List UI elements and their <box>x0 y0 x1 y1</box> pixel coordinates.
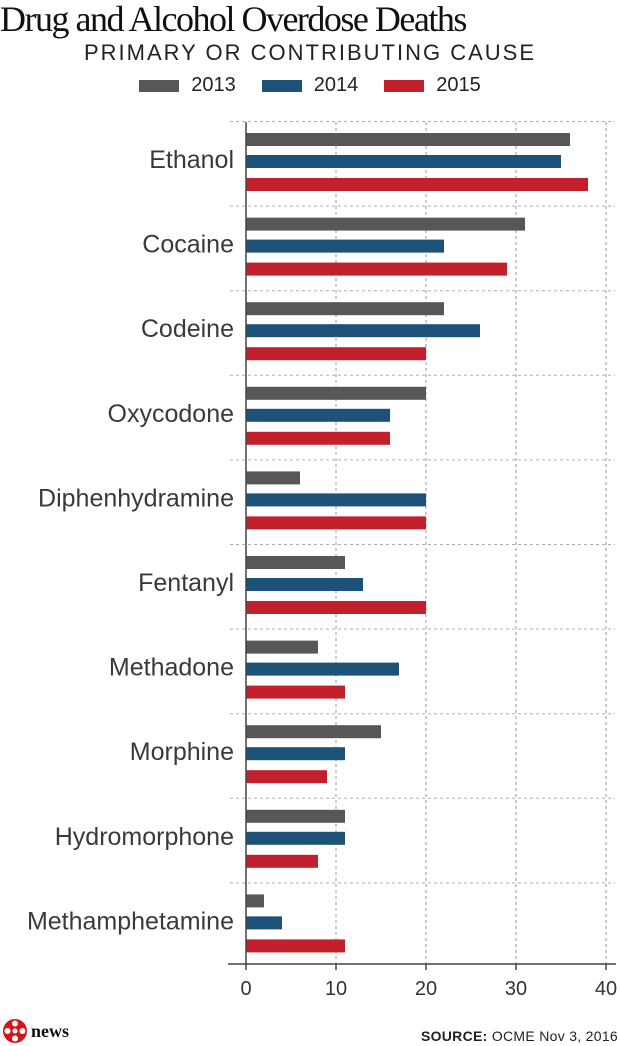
category-label-morphine: Morphine <box>130 738 234 766</box>
x-tick-label-40: 40 <box>595 978 617 1000</box>
bar-codeine-2015 <box>246 347 426 361</box>
bar-diphenhydramine-2013 <box>246 471 300 485</box>
bar-chart: Ethanol Cocaine Codeine Oxycodone Diphenhydr… <box>27 121 617 1000</box>
bar-morphine-2013 <box>246 725 381 739</box>
legend-item-2013: 2013 <box>139 74 236 97</box>
bar-methadone-2015 <box>246 685 345 699</box>
x-axis: 0 10 20 30 40 <box>228 122 617 1000</box>
bar-methamphetamine-2015 <box>246 939 345 953</box>
category-label-hydromorphone: Hydromorphone <box>55 823 234 851</box>
category-label-fentanyl: Fentanyl <box>138 569 234 597</box>
source-label: SOURCE: <box>420 1028 488 1044</box>
legend-label-2015: 2015 <box>436 74 481 96</box>
bar-oxycodone-2014 <box>246 408 390 422</box>
legend-item-2015: 2015 <box>384 74 481 97</box>
bar-diphenhydramine-2015 <box>246 516 426 530</box>
category-label-diphenhydramine: Diphenhydramine <box>38 484 234 512</box>
legend-swatch-2013 <box>139 79 180 92</box>
bar-codeine-2013 <box>246 302 444 316</box>
bar-morphine-2015 <box>246 770 327 784</box>
bar-diphenhydramine-2014 <box>246 493 426 507</box>
bar-hydromorphone-2015 <box>246 854 318 868</box>
category-label-codeine: Codeine <box>141 315 234 343</box>
cbc-gem-icon <box>3 1019 27 1043</box>
bar-fentanyl-2014 <box>246 578 363 591</box>
category-labels: Ethanol Cocaine Codeine Oxycodone Diphenhydr… <box>27 146 234 935</box>
source-text: OCME Nov 3, 2016 <box>491 1028 618 1044</box>
x-tick-label-0: 0 <box>240 978 251 1000</box>
legend-item-2014: 2014 <box>261 74 359 97</box>
bar-cocaine-2015 <box>246 262 507 276</box>
bar-oxycodone-2015 <box>246 431 390 445</box>
bar-hydromorphone-2013 <box>246 809 345 823</box>
bar-methamphetamine-2014 <box>246 916 282 930</box>
bar-fentanyl-2015 <box>246 601 426 614</box>
x-tick-label-30: 30 <box>505 978 527 1000</box>
x-tick-label-10: 10 <box>325 978 347 1000</box>
bar-cocaine-2014 <box>246 239 444 253</box>
grid-lines <box>230 121 615 964</box>
legend: 2013 2014 2015 <box>0 74 620 97</box>
bar-methadone-2013 <box>246 640 318 654</box>
source-note: SOURCE: OCME Nov 3, 2016 <box>421 1028 618 1044</box>
category-label-methamphetamine: Methamphetamine <box>27 907 234 935</box>
logo-text: news <box>31 1020 70 1041</box>
legend-label-2014: 2014 <box>313 74 359 96</box>
cbc-news-logo: news <box>2 1018 69 1044</box>
bar-ethanol-2014 <box>246 155 561 168</box>
bars <box>246 133 588 953</box>
chart-subtitle: PRIMARY OR CONTRIBUTING CAUSE <box>83 40 536 65</box>
bar-fentanyl-2013 <box>246 556 345 569</box>
bar-hydromorphone-2014 <box>246 831 345 845</box>
bar-methamphetamine-2013 <box>246 894 264 908</box>
bar-morphine-2014 <box>246 747 345 761</box>
legend-swatch-2014 <box>261 79 302 92</box>
category-label-ethanol: Ethanol <box>149 146 234 174</box>
bar-codeine-2014 <box>246 324 480 338</box>
bar-ethanol-2013 <box>246 133 570 146</box>
bar-ethanol-2015 <box>246 178 588 191</box>
bar-oxycodone-2013 <box>246 386 426 400</box>
category-label-methadone: Methadone <box>109 654 234 682</box>
x-tick-label-20: 20 <box>415 978 437 1000</box>
bar-methadone-2014 <box>246 662 399 676</box>
chart-title: Drug and Alcohol Overdose Deaths <box>0 0 467 39</box>
category-label-oxycodone: Oxycodone <box>108 400 234 428</box>
category-label-cocaine: Cocaine <box>142 231 234 259</box>
legend-swatch-2015 <box>384 79 425 92</box>
legend-label-2013: 2013 <box>191 74 236 96</box>
bar-cocaine-2013 <box>246 217 525 231</box>
